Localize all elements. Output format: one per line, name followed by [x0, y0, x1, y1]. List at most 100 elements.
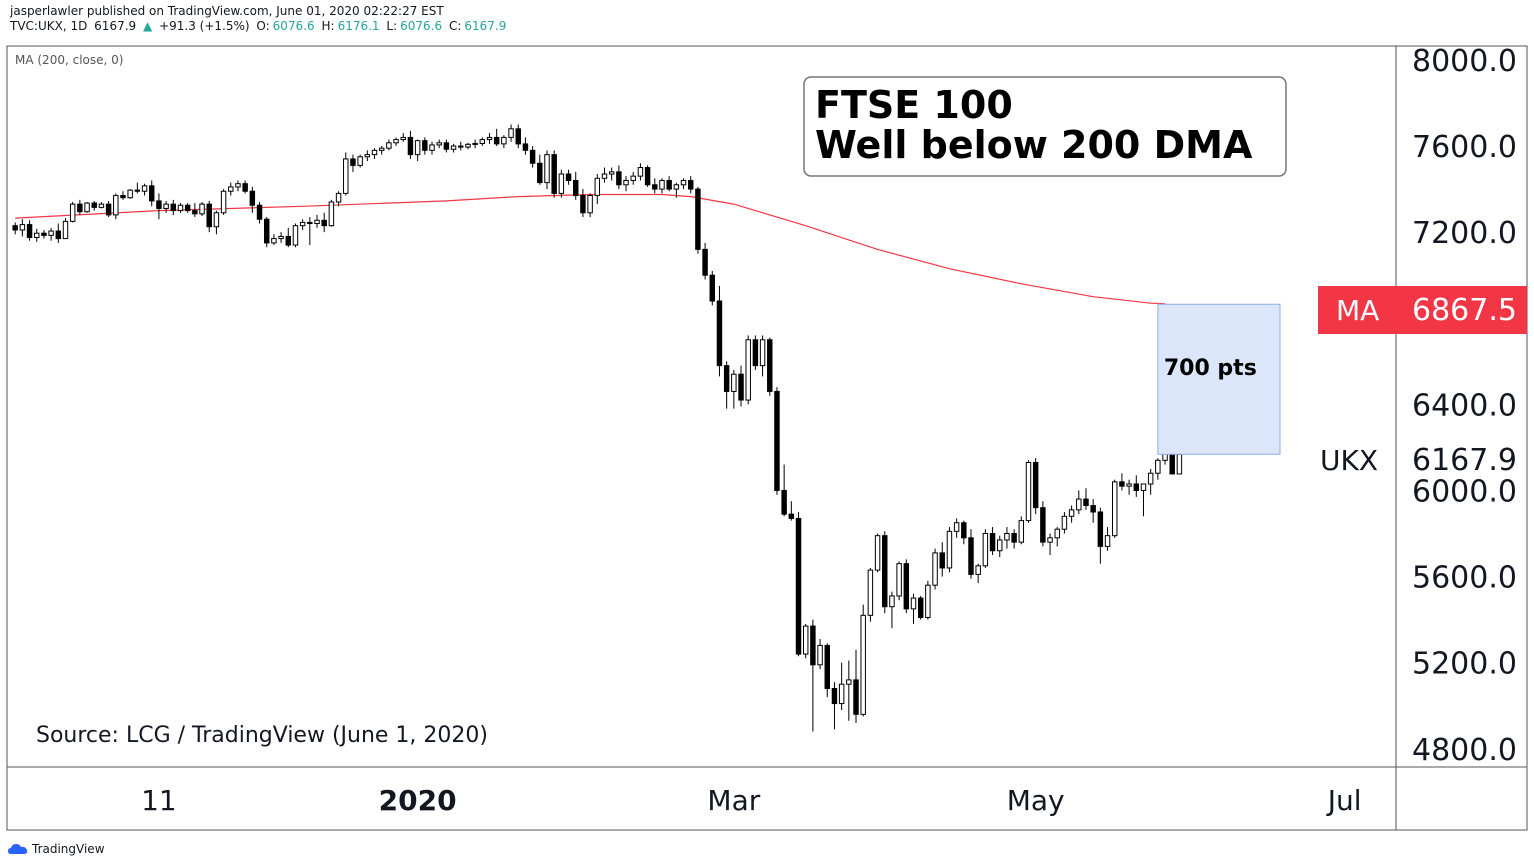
candle [307, 217, 313, 246]
y-tick-label: 5200.0 [1412, 647, 1517, 682]
candle [1133, 475, 1140, 497]
candle [1176, 452, 1183, 475]
footer-brand: TradingView [32, 842, 105, 856]
candle-body-down [242, 183, 248, 192]
change-value: +91.3 (+1.5%) [159, 19, 250, 33]
candle-body-up [357, 156, 363, 166]
candle [1011, 529, 1017, 549]
candle [946, 527, 953, 573]
candle-body-down [192, 210, 198, 215]
candle-body-down [709, 274, 716, 302]
candle [810, 619, 816, 732]
symbol-label: TVC:UKX, 1D [10, 19, 88, 33]
candle [436, 139, 442, 149]
close-value: 6167.9 [464, 19, 507, 33]
ukx-tag-value: 6167.9 [1412, 443, 1517, 478]
candle-body-up [163, 203, 169, 209]
candle-body-up [1140, 483, 1147, 491]
candle [666, 176, 672, 192]
candle-body-up [292, 225, 299, 246]
candle [544, 150, 550, 190]
low-value: 6076.6 [400, 19, 443, 33]
candle [537, 154, 543, 185]
candle-body-up [141, 185, 148, 192]
candle-body-up [343, 158, 349, 194]
candle-body-up [278, 235, 284, 240]
candle [738, 365, 744, 407]
candle [932, 548, 938, 590]
candle-body-up [637, 167, 644, 177]
candle [896, 561, 902, 601]
ma-price-tag [1318, 286, 1527, 334]
candle [1068, 505, 1075, 523]
candle-body-up [400, 136, 406, 141]
candle [961, 520, 967, 545]
candle-body-down [716, 300, 723, 367]
candle-body-down [307, 221, 313, 225]
candle-body-up [48, 230, 54, 236]
candle-body-up [486, 136, 493, 141]
candle-body-down [939, 552, 945, 569]
candle [55, 223, 62, 243]
candle-body-up [1176, 453, 1183, 475]
candle [407, 130, 414, 159]
candle [709, 270, 716, 306]
candle [1018, 516, 1025, 545]
candle-body-down [702, 248, 708, 276]
candle-body-up [587, 195, 593, 214]
candle-body-down [77, 203, 83, 213]
candle [127, 189, 133, 199]
candle [587, 193, 593, 218]
candle [141, 183, 148, 196]
candle [450, 143, 457, 153]
candle [335, 191, 342, 207]
candle [350, 154, 356, 172]
candle [580, 189, 586, 218]
candle [62, 218, 69, 240]
candle [529, 146, 536, 168]
candle [1097, 507, 1104, 564]
candle-body-up [630, 175, 636, 181]
candle-body-up [817, 644, 823, 666]
candle-body-down [256, 204, 263, 220]
candle [479, 137, 486, 147]
candle-body-up [386, 142, 392, 149]
candle [1126, 479, 1132, 495]
x-tick-label: 2020 [379, 784, 457, 817]
candle-body-down [752, 339, 759, 367]
candle [91, 200, 97, 211]
candle-body-up [680, 179, 687, 186]
candle [357, 154, 363, 168]
candle [925, 580, 931, 620]
title-line-1: FTSE 100 [815, 83, 1013, 127]
candle [393, 137, 399, 147]
candle [608, 167, 615, 181]
candle [443, 139, 450, 153]
candle [982, 529, 989, 568]
candle [213, 210, 220, 235]
candle [77, 199, 83, 215]
candle [630, 171, 636, 185]
candle-body-up [601, 173, 608, 179]
candle-body-down [12, 225, 18, 231]
candle-body-up [472, 142, 478, 145]
candle [41, 229, 47, 239]
candle-body-up [98, 203, 105, 208]
candle [134, 182, 141, 194]
candle-body-up [62, 220, 69, 240]
candle-body-up [271, 238, 277, 244]
candle-body-down [1090, 505, 1096, 513]
candle-body-down [580, 195, 586, 214]
candle [551, 150, 557, 198]
candle [522, 137, 529, 155]
tradingview-logo[interactable]: TradingView [8, 842, 105, 856]
y-tick-label: 5600.0 [1412, 561, 1517, 596]
candle-body-down [1040, 507, 1046, 543]
candle [831, 682, 838, 730]
cloud-logo-icon [8, 844, 28, 854]
candle [156, 193, 162, 220]
candle-body-down [170, 203, 177, 212]
candle-body-down [206, 203, 212, 228]
candle-body-down [1083, 498, 1089, 507]
